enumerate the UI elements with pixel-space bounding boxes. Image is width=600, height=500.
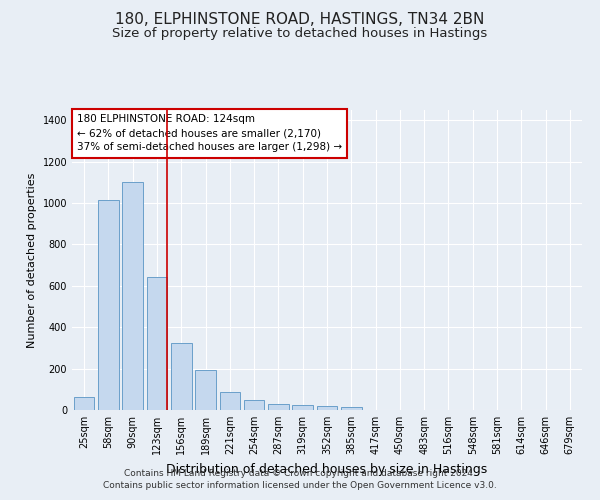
Text: 180 ELPHINSTONE ROAD: 124sqm
← 62% of detached houses are smaller (2,170)
37% of: 180 ELPHINSTONE ROAD: 124sqm ← 62% of de… (77, 114, 342, 152)
Text: Contains HM Land Registry data © Crown copyright and database right 2024.: Contains HM Land Registry data © Crown c… (124, 468, 476, 477)
Bar (317, 406, 337, 410)
Bar (146, 276, 167, 410)
Text: Contains public sector information licensed under the Open Government Licence v3: Contains public sector information licen… (103, 481, 497, 490)
X-axis label: Distribution of detached houses by size in Hastings: Distribution of detached houses by size … (166, 462, 488, 475)
Bar (341, 408, 362, 410)
Bar (220, 392, 240, 410)
Bar (122, 182, 143, 410)
Bar (244, 400, 265, 410)
Bar (195, 370, 216, 410)
Bar (268, 404, 289, 410)
Y-axis label: Number of detached properties: Number of detached properties (27, 172, 37, 348)
Text: Size of property relative to detached houses in Hastings: Size of property relative to detached ho… (112, 28, 488, 40)
Text: 180, ELPHINSTONE ROAD, HASTINGS, TN34 2BN: 180, ELPHINSTONE ROAD, HASTINGS, TN34 2B… (115, 12, 485, 28)
Bar (74, 396, 94, 410)
Bar (171, 343, 191, 410)
Bar (292, 406, 313, 410)
Bar (98, 200, 119, 410)
